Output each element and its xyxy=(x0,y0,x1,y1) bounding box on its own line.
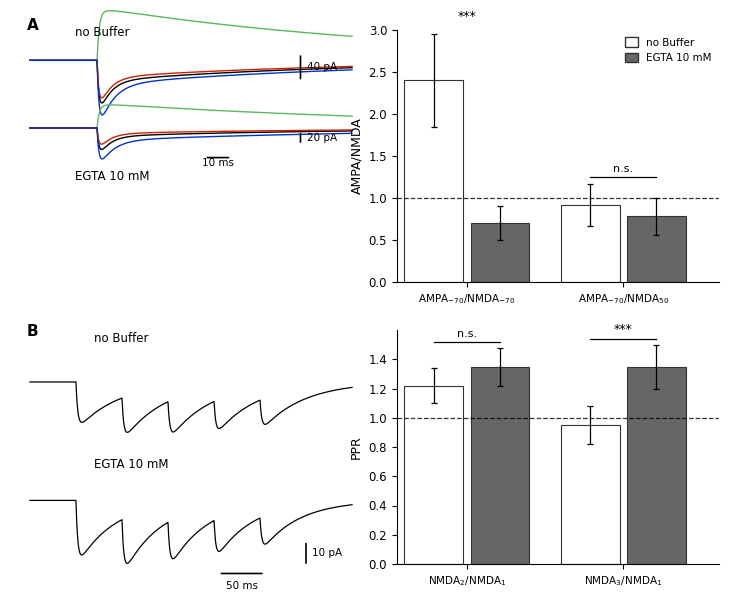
Text: 40 pA: 40 pA xyxy=(307,62,337,73)
Text: n.s.: n.s. xyxy=(457,329,477,339)
Bar xyxy=(404,386,463,564)
Bar xyxy=(470,367,530,564)
Text: ***: *** xyxy=(614,323,633,336)
Bar xyxy=(561,425,619,564)
Text: EGTA 10 mM: EGTA 10 mM xyxy=(75,170,150,183)
Text: B: B xyxy=(27,324,38,339)
Bar xyxy=(561,205,619,282)
Legend: no Buffer, EGTA 10 mM: no Buffer, EGTA 10 mM xyxy=(623,35,714,65)
Bar xyxy=(627,217,686,282)
Text: EGTA 10 mM: EGTA 10 mM xyxy=(94,458,169,470)
Text: no Buffer: no Buffer xyxy=(94,332,149,344)
Y-axis label: PPR: PPR xyxy=(350,435,363,459)
Bar xyxy=(470,223,530,282)
Y-axis label: AMPA/NMDA: AMPA/NMDA xyxy=(350,118,363,194)
Text: 10 ms: 10 ms xyxy=(201,158,234,168)
Text: no Buffer: no Buffer xyxy=(75,26,130,40)
Text: n.s.: n.s. xyxy=(613,164,634,175)
Bar xyxy=(627,367,686,564)
Text: 20 pA: 20 pA xyxy=(307,133,337,143)
Text: ***: *** xyxy=(458,10,476,23)
Text: 10 pA: 10 pA xyxy=(312,548,342,559)
Bar xyxy=(404,80,463,282)
Text: 50 ms: 50 ms xyxy=(225,581,258,590)
Text: A: A xyxy=(27,18,38,33)
